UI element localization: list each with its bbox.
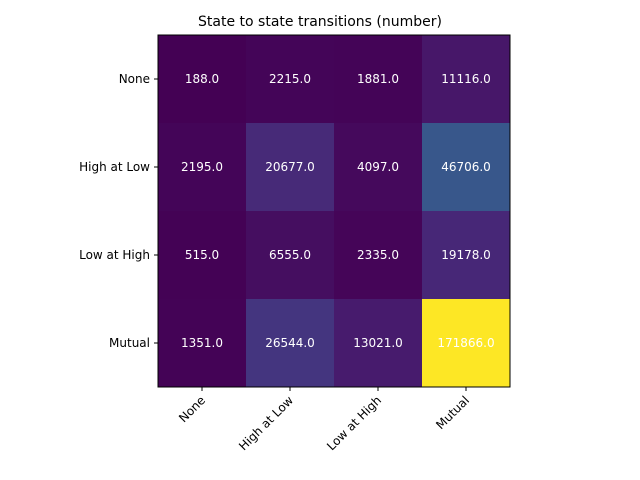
cell-value-label: 1881.0 [357,72,399,86]
cell-value-label: 20677.0 [265,160,315,174]
heatmap-cell [334,35,423,124]
y-axis-ticks: None High at Low Low at High Mutual [79,72,158,350]
cell-value-label: 2215.0 [269,72,311,86]
y-tick-label: Low at High [79,248,150,262]
x-tick-label: High at Low [236,393,296,453]
y-tick-label: None [119,72,150,86]
heatmap-cell [158,211,247,300]
cell-value-label: 6555.0 [269,248,311,262]
heatmap-cell [246,123,335,212]
heatmap-cell [158,35,247,124]
cell-value-label: 13021.0 [353,336,403,350]
cell-value-label: 26544.0 [265,336,315,350]
heatmap-cell [246,35,335,124]
y-tick-label: High at Low [79,160,150,174]
chart-title: State to state transitions (number) [198,14,442,30]
heatmap-cell [422,35,511,124]
cell-value-label: 11116.0 [441,72,491,86]
x-tick-label: Low at High [324,393,384,453]
heatmap-cell [422,123,511,212]
heatmap-cell [158,299,247,388]
cell-value-label: 4097.0 [357,160,399,174]
plot-frame [157,34,511,388]
x-tick-label: Mutual [433,393,472,432]
heatmap-value-labels: 188.0 2215.0 1881.0 11116.0 2195.0 20677.0 409… [181,72,495,350]
heatmap-cell [246,211,335,300]
cell-value-label: 188.0 [185,72,219,86]
cell-value-label: 515.0 [185,248,219,262]
heatmap-cell [334,123,423,212]
cell-value-label: 171866.0 [437,336,494,350]
heatmap-cell [246,299,335,388]
heatmap-cell [334,299,423,388]
y-tick-label: Mutual [109,336,150,350]
heatmap-cell [422,211,511,300]
heatmap-cell [158,123,247,212]
cell-value-label: 19178.0 [441,248,491,262]
x-tick-label: None [176,393,208,425]
cell-value-label: 2195.0 [181,160,223,174]
cell-value-label: 46706.0 [441,160,491,174]
cell-value-label: 2335.0 [357,248,399,262]
x-axis-ticks: None High at Low Low at High Mutual [176,387,472,453]
heatmap-cell [334,211,423,300]
cell-value-label: 1351.0 [181,336,223,350]
heatmap-cells [158,35,511,388]
heatmap-cell [422,299,511,388]
